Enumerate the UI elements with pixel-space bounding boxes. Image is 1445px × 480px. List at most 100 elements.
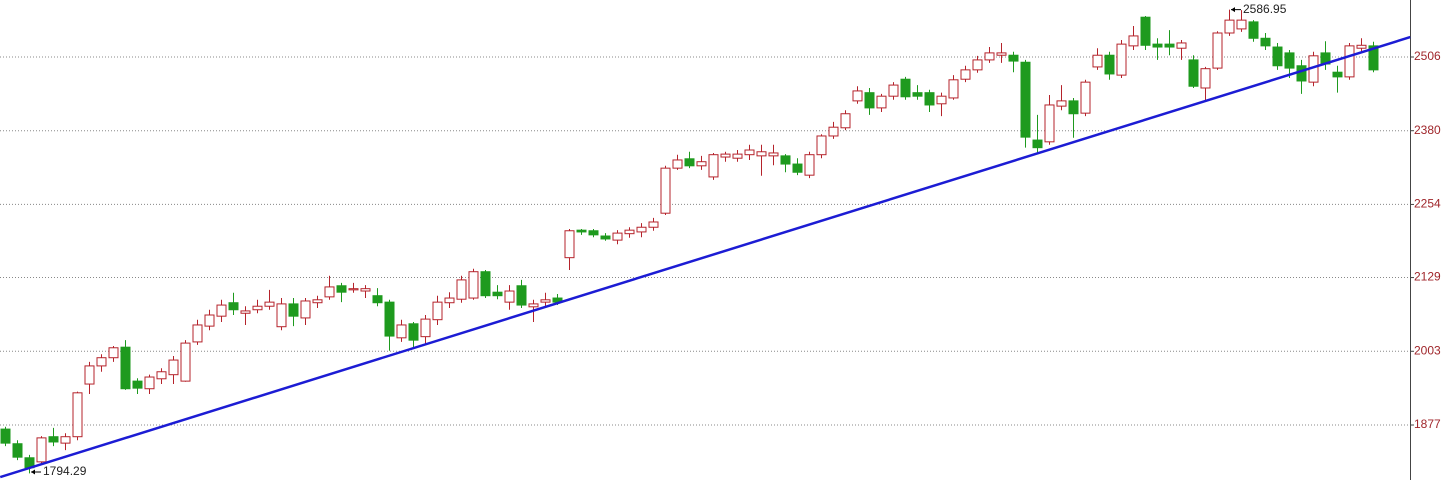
candle-body [936, 95, 947, 105]
candle-body [456, 279, 467, 300]
candle-body [780, 155, 791, 165]
candle-body [840, 113, 851, 129]
candle-body [372, 295, 383, 304]
candle-body [108, 347, 119, 359]
candle-body [1032, 139, 1043, 149]
candle-body [432, 301, 443, 321]
candle-body [1140, 16, 1151, 46]
candle-body [276, 303, 287, 328]
candle-body [48, 436, 59, 443]
candle-body [1356, 44, 1367, 49]
candle-body [132, 380, 143, 389]
candle-body [1092, 54, 1103, 68]
candle-body [84, 365, 95, 385]
candle-body [1332, 71, 1343, 78]
candle-body [36, 437, 47, 463]
candle-body [1020, 61, 1031, 138]
y-tick-label: 2254 [1414, 197, 1441, 211]
candle-body [648, 221, 659, 228]
candle-body [636, 226, 647, 233]
candle-body [804, 154, 815, 176]
candle-body [528, 303, 539, 308]
candle-body [768, 152, 779, 157]
candle-body [864, 92, 875, 109]
candle-body [744, 149, 755, 156]
candle-body [120, 346, 131, 390]
candle-body [516, 285, 527, 306]
y-tick-label: 2380 [1414, 123, 1441, 137]
candle-body [444, 297, 455, 304]
candle-body [900, 78, 911, 98]
candle-body [960, 69, 971, 80]
y-tick-label: 2003 [1414, 343, 1441, 357]
candle-body [732, 153, 743, 159]
candle-body [348, 288, 359, 291]
candle-body [888, 84, 899, 97]
candle-body [420, 318, 431, 338]
candle-body [252, 305, 263, 311]
candle-body [1128, 35, 1139, 47]
candle-body [312, 299, 323, 304]
candle-body [300, 300, 311, 319]
candle-body [600, 235, 611, 240]
candle-body [756, 151, 767, 157]
candle-body [912, 92, 923, 97]
candle-body [336, 285, 347, 293]
candle-body [624, 229, 635, 235]
candle-body [1152, 43, 1163, 48]
candle-body [1344, 45, 1355, 78]
candle-body [216, 304, 227, 317]
candle-body [1176, 42, 1187, 49]
candle-body [1068, 100, 1079, 115]
y-tick-label: 2129 [1414, 270, 1441, 284]
candle-body [240, 310, 251, 314]
candle-body [288, 303, 299, 317]
candle-body [540, 299, 551, 303]
annotation-arrow [31, 469, 35, 475]
candle-body [144, 376, 155, 390]
candle-body [504, 290, 515, 303]
candle-body [1284, 52, 1295, 69]
annotation-label: 2586.95 [1243, 2, 1287, 16]
candle-body [1164, 43, 1175, 48]
candle-body [492, 291, 503, 297]
candle-body [1044, 104, 1055, 143]
candle-body [1272, 46, 1283, 67]
candle-body [180, 342, 191, 382]
candle-body [588, 230, 599, 236]
candle-body [480, 271, 491, 297]
candle-body [576, 229, 587, 233]
candle-body [1188, 59, 1199, 87]
annotation-arrow [1231, 7, 1235, 13]
candle-body [816, 135, 827, 156]
candle-body [156, 371, 167, 380]
candle-body [708, 154, 719, 178]
candle-body [852, 90, 863, 102]
candle-body [0, 428, 11, 444]
candle-body [168, 359, 179, 376]
candle-body [468, 271, 479, 299]
candle-body [1368, 45, 1379, 71]
candle-body [876, 95, 887, 109]
candle-body [1212, 32, 1223, 69]
candle-body [672, 159, 683, 169]
candle-body [828, 126, 839, 137]
candle-body [228, 302, 239, 311]
y-tick-label: 2506 [1414, 49, 1441, 63]
candle-body [972, 59, 983, 71]
candle-body [984, 52, 995, 61]
candle-body [1236, 19, 1247, 30]
annotation-label: 1794.29 [43, 464, 87, 478]
candle-body [684, 158, 695, 167]
candle-body [660, 167, 671, 214]
candle-body [384, 301, 395, 337]
candle-body [12, 443, 23, 458]
candle-body [360, 288, 371, 292]
candle-body [564, 230, 575, 259]
candle-body [1080, 81, 1091, 114]
trendline [0, 35, 1411, 479]
candle-body [1104, 54, 1115, 75]
candle-body [408, 323, 419, 341]
candle-body [96, 357, 107, 367]
candle-body [204, 314, 215, 327]
